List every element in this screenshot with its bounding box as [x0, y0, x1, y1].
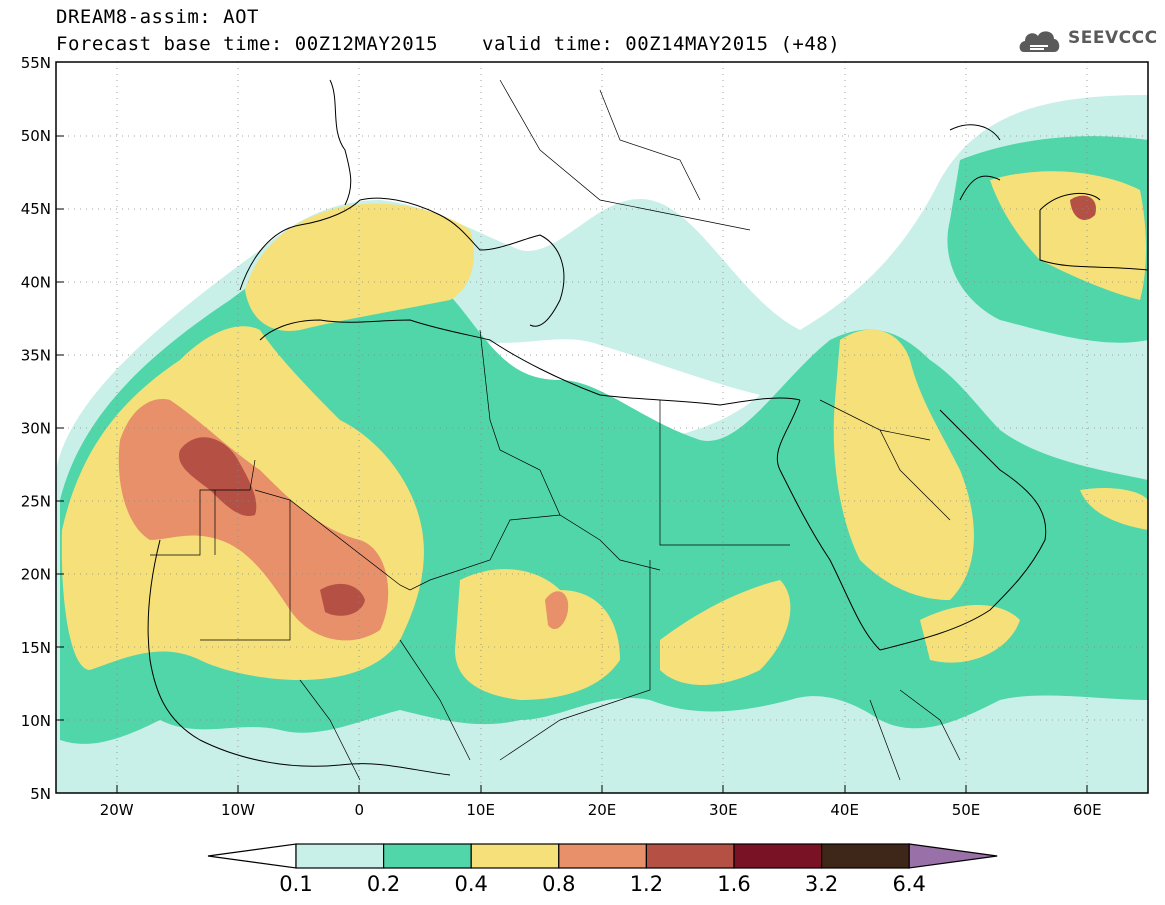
latitude-labels: 5N 10N 15N 20N 25N 30N 35N 40N 45N 50N 55N	[21, 54, 51, 803]
colorbar-label: 1.2	[629, 872, 664, 896]
coastlines	[147, 79, 1148, 776]
map-title: DREAM8-assim: AOT	[56, 6, 259, 28]
colorbar-segment	[470, 843, 560, 869]
lon-label: 0	[355, 801, 365, 819]
lon-label: 50E	[952, 801, 981, 819]
lon-label: 10W	[221, 801, 255, 819]
valid-time: valid time: 00Z14MAY2015 (+48)	[482, 33, 841, 55]
country-borders	[150, 79, 961, 781]
lat-label: 5N	[30, 785, 51, 803]
lon-label: 60E	[1073, 801, 1102, 819]
lon-label: 40E	[830, 801, 859, 819]
colorbar-label: 0.1	[279, 872, 313, 896]
colorbar-label: 1.6	[717, 872, 751, 896]
colorbar-segment	[645, 843, 735, 869]
lat-label: 45N	[21, 200, 51, 218]
colorbar-segment	[820, 843, 910, 869]
colorbar-segment	[558, 843, 647, 869]
colorbar	[207, 843, 998, 869]
colorbar-segment	[733, 843, 823, 869]
colorbar-max-arrow	[908, 843, 998, 869]
logo-text: SEEVCCC	[1068, 28, 1158, 48]
lat-label: 20N	[21, 566, 51, 584]
colorbar-segment	[295, 843, 385, 869]
lat-label: 15N	[21, 639, 51, 657]
lat-label: 35N	[21, 346, 51, 364]
aot-contour-1.2	[179, 437, 257, 516]
lon-label: 20W	[100, 801, 134, 819]
lat-label: 40N	[21, 273, 51, 291]
colorbar-min-arrow	[207, 843, 297, 869]
colorbar-segment	[383, 843, 472, 869]
aot-field	[56, 95, 1148, 793]
lat-label: 10N	[21, 712, 51, 730]
lat-label: 25N	[21, 493, 51, 511]
colorbar-label: 0.4	[454, 872, 488, 896]
graticule	[56, 62, 1148, 793]
lat-label: 55N	[21, 54, 51, 72]
colorbar-label: 0.8	[542, 872, 576, 896]
lon-label: 20E	[588, 801, 617, 819]
lon-label: 30E	[709, 801, 738, 819]
lat-label: 30N	[21, 420, 51, 438]
axis-ticks	[56, 135, 1088, 793]
forecast-base-time: Forecast base time: 00Z12MAY2015	[56, 33, 439, 55]
longitude-labels: 20W 10W 0 10E 20E 30E 40E 50E 60E	[100, 801, 1102, 819]
cloud-logo-icon	[1019, 31, 1060, 52]
lon-label: 10E	[466, 801, 495, 819]
colorbar-label: 0.2	[366, 872, 401, 896]
colorbar-label: 3.2	[804, 872, 839, 896]
lat-label: 50N	[21, 127, 51, 145]
colorbar-label: 6.4	[892, 872, 926, 896]
